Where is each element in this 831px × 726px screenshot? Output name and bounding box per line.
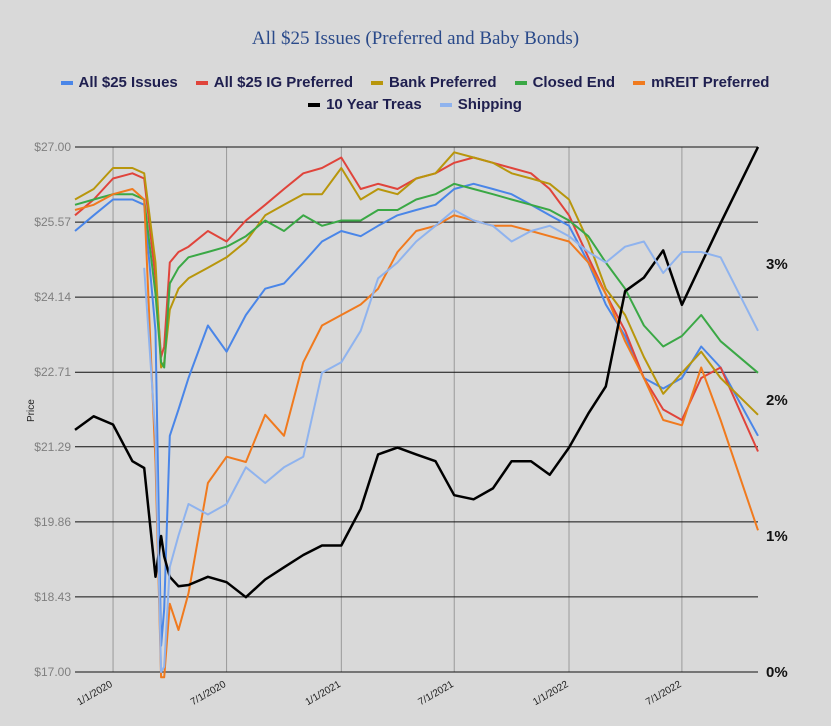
series-line-mreit-preferred <box>74 188 759 679</box>
y-axis-label: Price <box>26 399 37 422</box>
legend-swatch <box>439 103 452 108</box>
legend-item: mREIT Preferred <box>633 72 769 94</box>
y-tick-label: $18.43 <box>34 590 71 604</box>
legend-label: 10 Year Treas <box>326 96 422 113</box>
series-line-shipping <box>143 209 759 673</box>
legend-item: Closed End <box>514 72 616 94</box>
legend-item: Shipping <box>439 94 522 116</box>
legend-item: 10 Year Treas <box>308 94 422 116</box>
series-line-bank-preferred <box>74 151 759 416</box>
y-tick-label: $19.86 <box>34 515 71 529</box>
series-line-10-year-treas <box>74 146 760 599</box>
legend-swatch <box>371 81 383 86</box>
series-line-all-25-issues <box>74 182 759 647</box>
y-tick-label: $22.71 <box>34 365 71 379</box>
y2-tick-label: 2% <box>766 392 788 409</box>
legend-swatch <box>60 81 73 86</box>
legend-swatch <box>633 81 646 86</box>
y-tick-label: $25.57 <box>34 215 71 229</box>
x-tick-label: 1/1/2021 <box>304 679 344 708</box>
legend: All $25 Issues All $25 IG Preferred Bank P… <box>20 72 810 116</box>
y-tick-label: $27.00 <box>34 140 71 154</box>
legend-label: Bank Preferred <box>389 74 497 91</box>
series-line-closed-end <box>74 182 759 374</box>
legend-swatch <box>308 103 321 108</box>
x-tick-label: 7/1/2021 <box>417 679 457 708</box>
y-tick-label: $17.00 <box>34 665 71 679</box>
legend-item: All $25 Issues <box>60 72 178 94</box>
legend-item: All $25 IG Preferred <box>195 72 353 94</box>
legend-label: All $25 IG Preferred <box>213 74 353 91</box>
legend-label: mREIT Preferred <box>651 74 770 91</box>
x-tick-label: 1/1/2022 <box>531 679 571 708</box>
legend-label: Closed End <box>532 74 616 91</box>
legend-label: Shipping <box>457 96 522 113</box>
y2-tick-label: 1% <box>766 528 788 545</box>
legend-label: All $25 Issues <box>78 74 178 91</box>
x-tick-label: 7/1/2022 <box>644 679 684 708</box>
legend-swatch <box>195 81 208 86</box>
series-line-all-25-ig-preferred <box>74 156 759 452</box>
y2-tick-label: 0% <box>766 664 788 681</box>
x-tick-label: 1/1/2020 <box>75 679 115 708</box>
x-tick-label: 7/1/2020 <box>189 679 229 708</box>
legend-item: Bank Preferred <box>371 72 497 94</box>
y-tick-label: $21.29 <box>34 440 71 454</box>
y-tick-label: $24.14 <box>34 290 71 304</box>
legend-swatch <box>514 81 527 86</box>
chart-title: All $25 Issues (Preferred and Baby Bonds… <box>251 28 580 49</box>
y2-tick-label: 3% <box>766 256 788 273</box>
